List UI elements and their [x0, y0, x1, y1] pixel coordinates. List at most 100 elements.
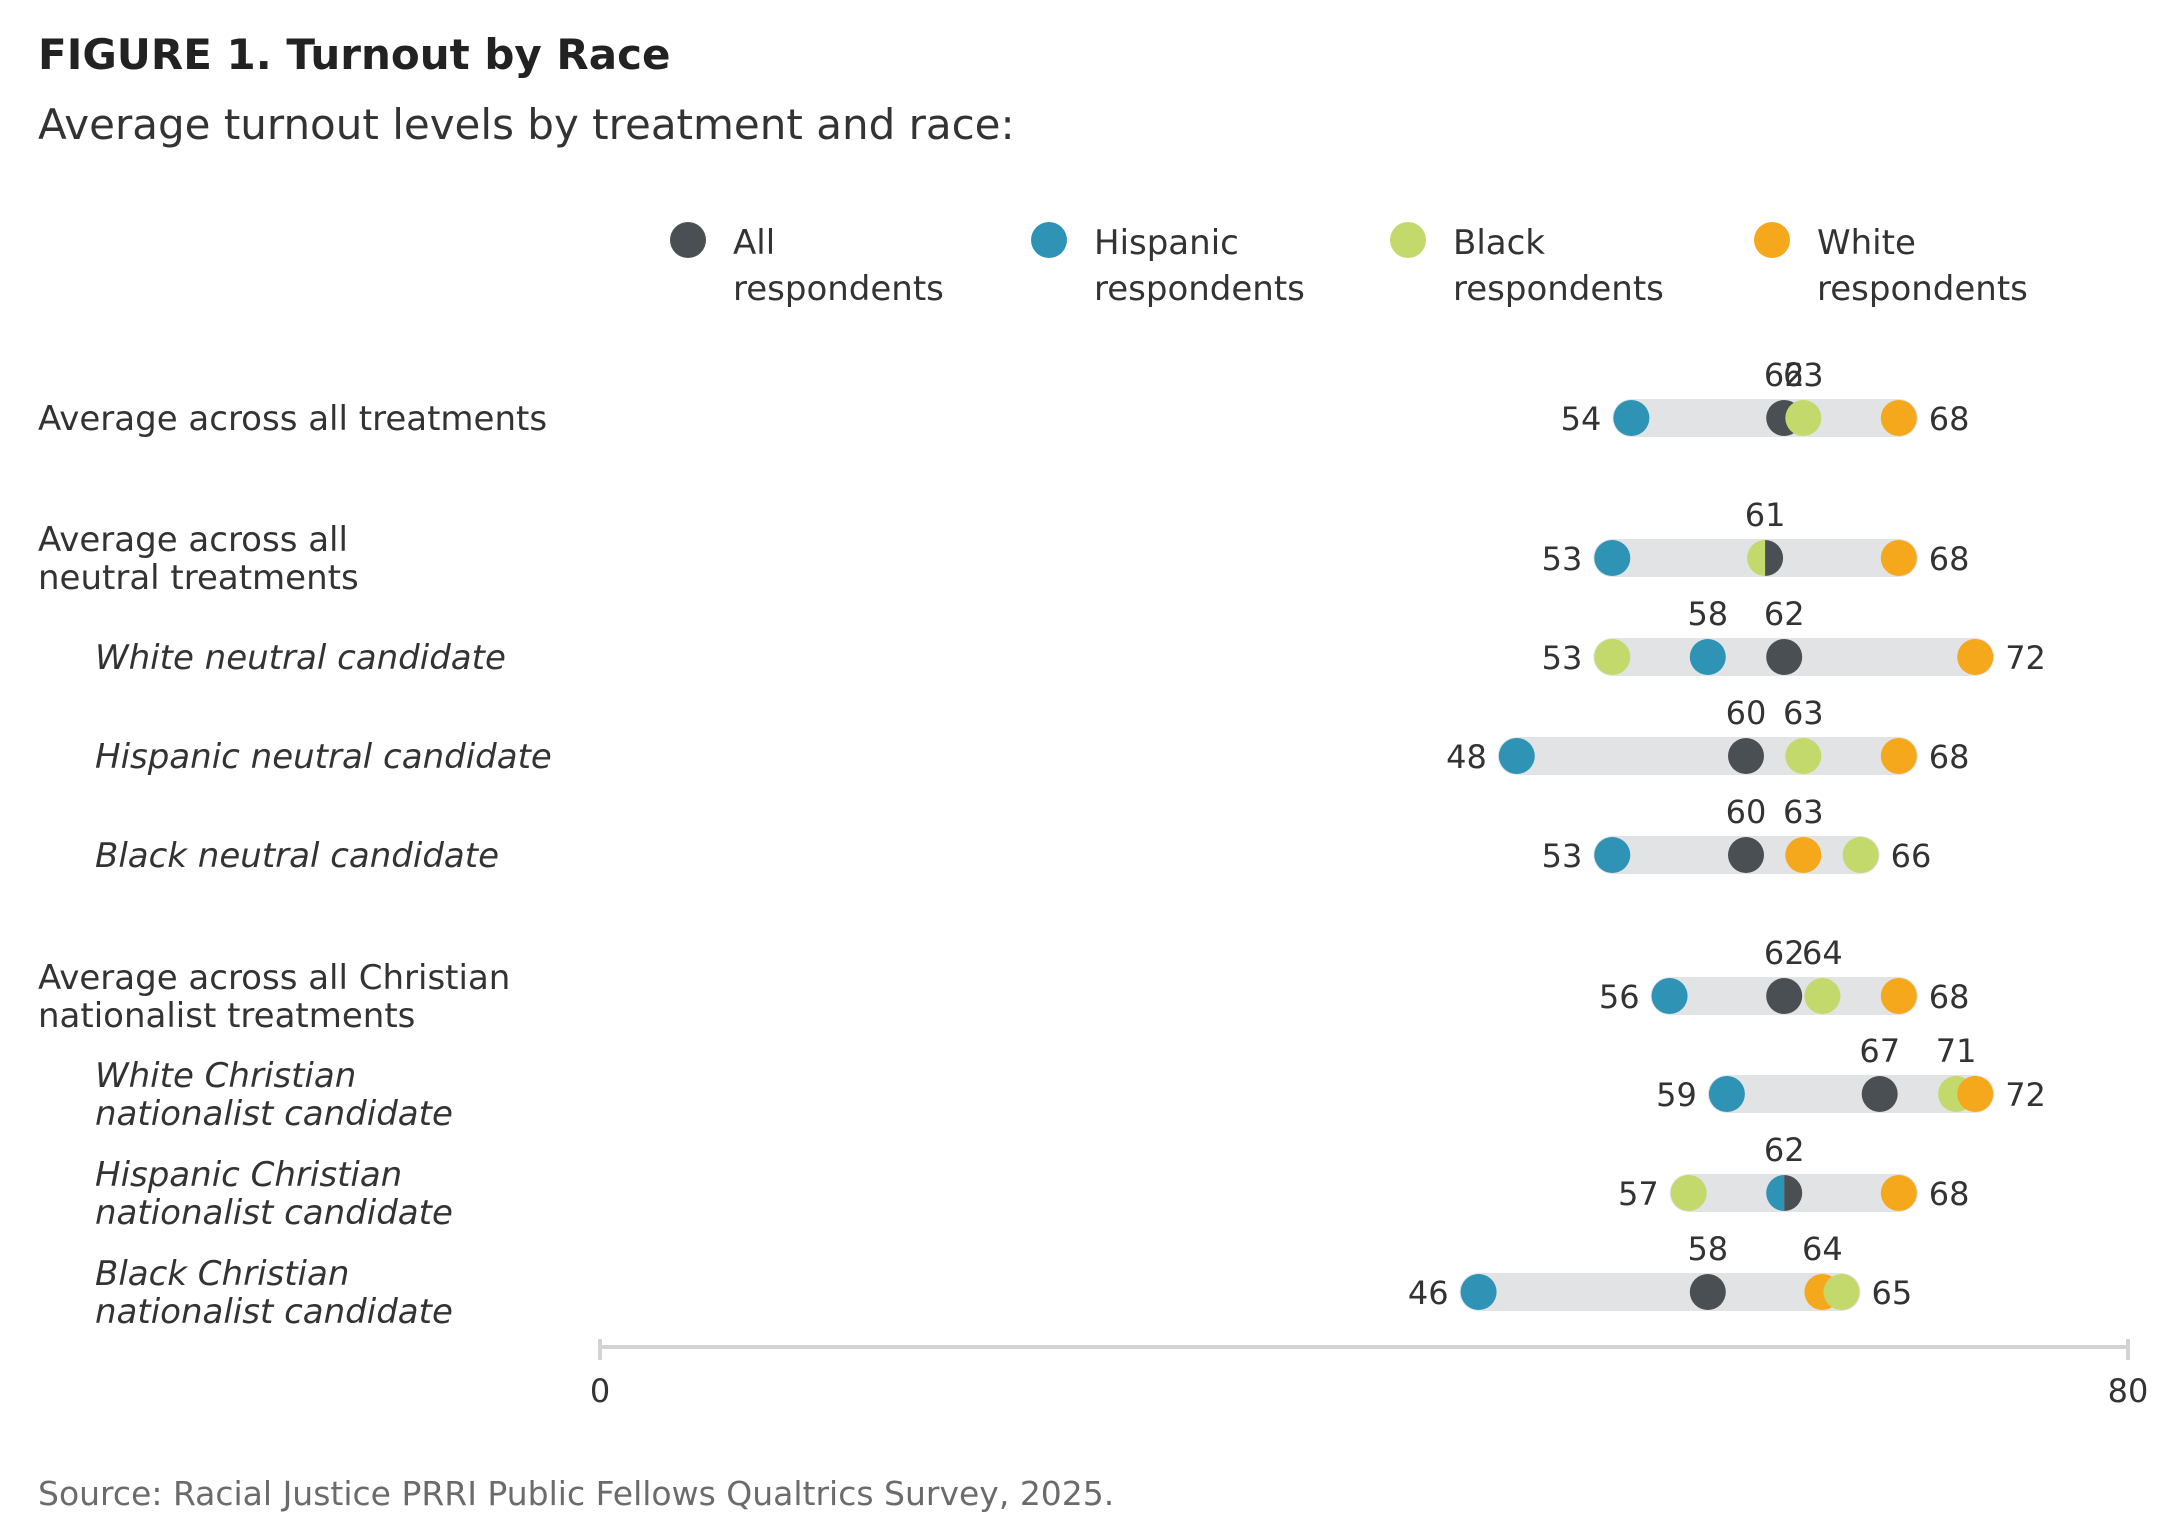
legend-item-hispanic: Hispanic respondents: [1031, 222, 1305, 309]
dot-black: [1785, 400, 1822, 436]
dot-hispanic: [1651, 978, 1688, 1014]
value-label: 67: [1859, 1032, 1900, 1070]
value-label: 58: [1687, 1230, 1728, 1268]
value-label: 71: [1936, 1032, 1977, 1070]
legend-marker-all: [670, 222, 706, 258]
legend-item-black: Black respondents: [1390, 222, 1664, 309]
dot-hispanic: [1594, 540, 1631, 576]
legend-label-hispanic: respondents: [1094, 269, 1305, 309]
legend-item-all: All respondents: [670, 222, 944, 309]
dot-hispanic: [1460, 1274, 1497, 1310]
value-label-min: 59: [1656, 1076, 1697, 1114]
legend-marker-white: [1754, 222, 1790, 258]
dot-white: [1880, 978, 1917, 1014]
tick-label: 80: [2108, 1372, 2149, 1410]
value-label-max: 68: [1929, 1175, 1970, 1213]
dot-black: [1594, 639, 1631, 675]
dot-hispanic: [1594, 837, 1631, 873]
chart-subtitle: Average turnout levels by treatment and …: [38, 100, 1015, 149]
dot-all: [1765, 540, 1784, 576]
value-label-min: 53: [1542, 540, 1583, 578]
source-note: Source: Racial Justice PRRI Public Fello…: [38, 1474, 1115, 1513]
value-label-max: 66: [1891, 837, 1932, 875]
chart-title: FIGURE 1. Turnout by Race: [38, 30, 671, 79]
value-label-min: 53: [1542, 639, 1583, 677]
row-3: White neutral candidate 53 58 62 72: [95, 595, 2046, 678]
row-label: Black Christian: [95, 1254, 349, 1294]
row-label: Black neutral candidate: [95, 836, 499, 876]
dot-hispanic: [1766, 1175, 1785, 1211]
dot-all: [1766, 978, 1803, 1014]
row-label: Average across all treatments: [38, 399, 547, 439]
row-label: Hispanic neutral candidate: [95, 737, 552, 777]
dot-all: [1728, 837, 1764, 873]
dot-all: [1861, 1076, 1898, 1112]
row-label: White neutral candidate: [95, 638, 506, 678]
value-label-max: 68: [1929, 738, 1970, 776]
dot-all: [1784, 1175, 1803, 1211]
legend-label-hispanic: Hispanic: [1094, 223, 1239, 263]
value-label: 63: [1783, 793, 1824, 831]
dot-white: [1880, 738, 1917, 774]
value-label-max: 65: [1872, 1274, 1913, 1312]
dot-hispanic: [1689, 639, 1726, 675]
value-label-max: 68: [1929, 978, 1970, 1016]
row-label: neutral treatments: [38, 558, 359, 598]
dot-white: [1880, 400, 1917, 436]
dot-black: [1842, 837, 1879, 873]
row-label: nationalist candidate: [95, 1193, 453, 1233]
value-label: 60: [1726, 793, 1767, 831]
value-label-min: 56: [1599, 978, 1640, 1016]
dot-white: [1785, 837, 1822, 873]
value-label-max: 72: [2005, 639, 2046, 677]
plot-rows: Average across all treatments 54626368Ave…: [38, 356, 2046, 1332]
value-label: 58: [1687, 595, 1728, 633]
value-label-min: 53: [1542, 837, 1583, 875]
dot-hispanic: [1708, 1076, 1745, 1112]
legend-label-all: respondents: [733, 269, 944, 309]
legend-label-white: respondents: [1817, 269, 2028, 309]
dot-black: [1785, 738, 1822, 774]
value-label: 62: [1764, 356, 1805, 394]
dot-all: [1689, 1274, 1726, 1310]
row-label: Average across all: [38, 520, 348, 560]
value-label: 61: [1745, 496, 1786, 534]
row-label: nationalist candidate: [95, 1094, 453, 1134]
dot-white: [1880, 1175, 1917, 1211]
tick-label: 0: [590, 1372, 610, 1410]
value-label: 62: [1764, 595, 1805, 633]
legend-marker-hispanic: [1031, 222, 1067, 258]
dot-white: [1957, 639, 1994, 675]
value-label: 64: [1802, 1230, 1843, 1268]
value-label: 62: [1764, 934, 1805, 972]
row-label: nationalist candidate: [95, 1292, 453, 1332]
value-label: 63: [1783, 694, 1824, 732]
value-label-max: 68: [1929, 540, 1970, 578]
row-label: Hispanic Christian: [95, 1155, 402, 1195]
x-axis: 0 80: [590, 1339, 2149, 1410]
dot-hispanic: [1498, 738, 1535, 774]
legend-item-white: White respondents: [1754, 222, 2028, 309]
dot-black: [1804, 978, 1841, 1014]
value-label-min: 54: [1561, 400, 1602, 438]
value-label: 60: [1726, 694, 1767, 732]
value-label-max: 68: [1929, 400, 1970, 438]
legend: All respondents Hispanic respondents Black re…: [670, 222, 2028, 309]
row-4: Hispanic neutral candidate 48 60 63 68: [95, 694, 1970, 777]
legend-marker-black: [1390, 222, 1426, 258]
row-6: Average across all Christiannationalist …: [38, 934, 1970, 1036]
row-label: Average across all Christian: [38, 958, 510, 998]
legend-label-black: respondents: [1453, 269, 1664, 309]
dot-hispanic: [1613, 400, 1650, 436]
legend-label-white: White: [1817, 223, 1916, 263]
row-5: Black neutral candidate 53 60 63 66: [95, 793, 1931, 876]
dot-black: [1670, 1175, 1707, 1211]
dot-white: [1957, 1076, 1994, 1112]
dot-all: [1728, 738, 1764, 774]
value-label-min: 46: [1408, 1274, 1449, 1312]
